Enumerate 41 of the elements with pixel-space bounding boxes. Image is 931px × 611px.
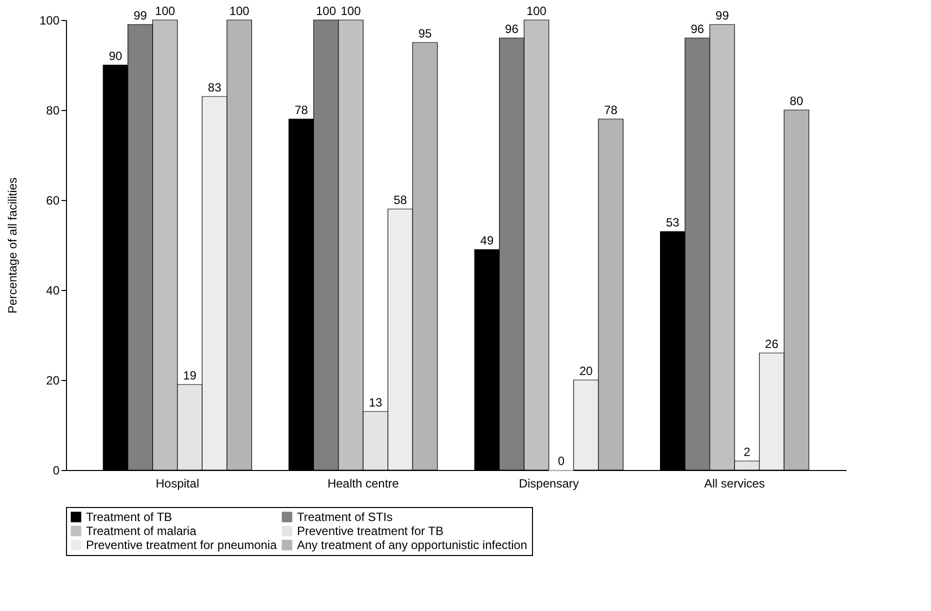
x-tick-label: Health centre bbox=[327, 476, 400, 490]
data-label: 78 bbox=[294, 103, 308, 117]
x-tick-label: All services bbox=[704, 476, 765, 490]
legend-label: Treatment of malaria bbox=[86, 524, 197, 538]
data-label: 58 bbox=[394, 193, 408, 207]
legend-label: Treatment of STIs bbox=[297, 510, 393, 524]
data-label: 78 bbox=[604, 103, 618, 117]
data-label: 100 bbox=[316, 4, 336, 18]
y-tick-label: 60 bbox=[46, 194, 60, 208]
data-label: 53 bbox=[666, 216, 680, 230]
data-label: 19 bbox=[183, 368, 197, 382]
data-label: 95 bbox=[418, 26, 432, 40]
data-label: 80 bbox=[790, 94, 804, 108]
data-label: 83 bbox=[208, 80, 222, 94]
y-tick-label: 20 bbox=[46, 374, 60, 388]
data-label: 100 bbox=[340, 4, 362, 18]
data-label: 100 bbox=[229, 4, 250, 18]
legend-label: Any treatment of any opportunistic infection bbox=[297, 538, 528, 552]
data-label: 100 bbox=[526, 4, 547, 18]
y-tick-label: 80 bbox=[46, 104, 60, 118]
x-tick-label: Dispensary bbox=[518, 476, 579, 490]
y-tick-label: 0 bbox=[52, 464, 60, 478]
data-label: 13 bbox=[368, 396, 383, 410]
data-label: 100 bbox=[155, 4, 176, 18]
data-label: 99 bbox=[134, 8, 148, 22]
y-axis-title: Percentage of all facilities bbox=[5, 177, 20, 314]
data-label: 26 bbox=[765, 337, 779, 351]
data-label: 20 bbox=[579, 364, 593, 378]
data-label: 49 bbox=[480, 234, 494, 248]
legend-label: Treatment of TB bbox=[86, 510, 172, 524]
legend-label: Preventive treatment for pneumonia bbox=[86, 538, 278, 552]
y-tick-label: 100 bbox=[39, 14, 60, 28]
y-tick-label: 40 bbox=[46, 284, 60, 298]
data-label: 96 bbox=[690, 22, 704, 36]
data-label: 90 bbox=[108, 49, 123, 63]
x-tick-label: Hospital bbox=[156, 476, 200, 490]
data-label: 96 bbox=[505, 22, 519, 36]
legend-label: Preventive treatment for TB bbox=[297, 524, 444, 538]
data-label: 2 bbox=[744, 445, 751, 459]
data-label: 99 bbox=[716, 8, 730, 22]
data-label: 0 bbox=[558, 454, 565, 468]
